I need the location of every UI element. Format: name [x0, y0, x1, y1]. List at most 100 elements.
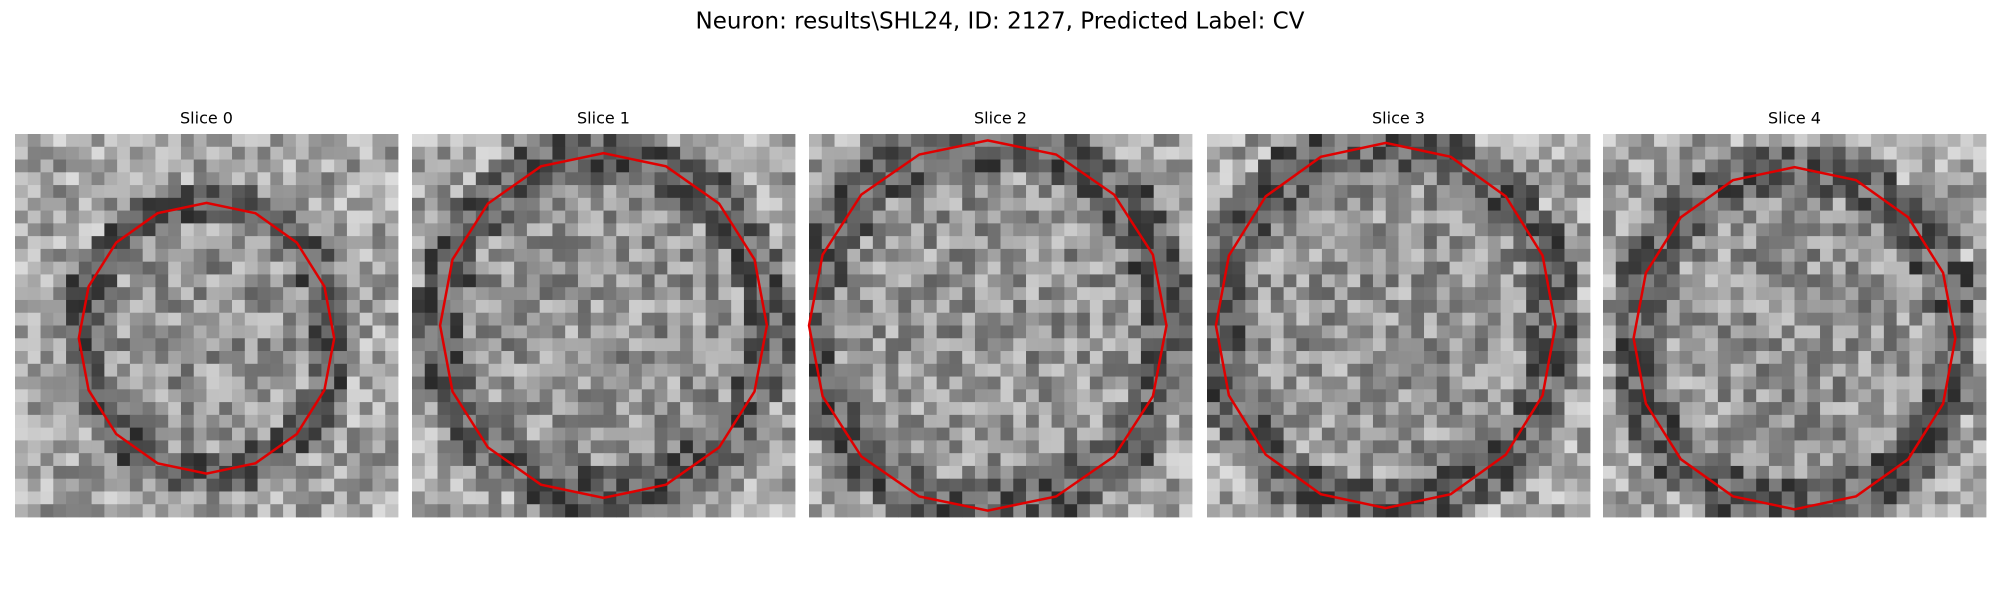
- pixel: [526, 338, 541, 352]
- pixel: [1526, 389, 1540, 403]
- pixel: [1845, 287, 1859, 301]
- pixel: [78, 261, 92, 275]
- pixel: [1398, 325, 1412, 339]
- pixel: [1258, 325, 1272, 339]
- pixel: [1449, 185, 1463, 199]
- pixel: [372, 363, 386, 377]
- pixel: [27, 465, 41, 480]
- pixel: [667, 351, 681, 365]
- pixel: [168, 312, 182, 326]
- pixel: [1705, 236, 1719, 250]
- pixel: [782, 363, 796, 377]
- pixel: [539, 491, 553, 505]
- pixel: [1026, 236, 1040, 250]
- pixel: [590, 223, 604, 237]
- pixel: [1666, 146, 1680, 160]
- pixel: [1692, 363, 1706, 377]
- slice-image: [1207, 134, 1591, 518]
- pixel: [565, 453, 579, 467]
- pixel: [1051, 210, 1065, 224]
- pixel: [936, 134, 950, 148]
- pixel: [565, 261, 579, 275]
- pixel: [1026, 134, 1040, 148]
- pixel: [1794, 491, 1808, 505]
- pixel: [962, 248, 976, 263]
- pixel: [1334, 414, 1348, 429]
- pixel: [1820, 236, 1834, 250]
- pixel: [104, 465, 118, 480]
- pixel: [898, 402, 912, 416]
- pixel: [1115, 248, 1129, 263]
- pixel: [692, 248, 707, 263]
- pixel: [1666, 414, 1680, 429]
- pixel: [1270, 440, 1284, 454]
- pixel: [1372, 414, 1387, 429]
- pixel: [860, 287, 874, 301]
- pixel: [1077, 312, 1091, 326]
- pixel: [514, 504, 528, 518]
- pixel: [1641, 134, 1655, 148]
- pixel: [1922, 325, 1936, 339]
- pixel: [1219, 146, 1233, 160]
- pixel: [1896, 414, 1910, 429]
- pixel: [488, 210, 502, 224]
- pixel: [1858, 325, 1872, 339]
- pixel: [552, 453, 566, 467]
- pixel: [1245, 248, 1259, 263]
- pixel: [1551, 465, 1565, 480]
- pixel: [629, 376, 643, 390]
- pixel: [1679, 465, 1693, 480]
- panel-title: Slice 3: [1372, 109, 1425, 128]
- pixel: [1475, 274, 1489, 288]
- pixel: [565, 351, 579, 365]
- pixel: [1115, 312, 1129, 326]
- pixel: [911, 185, 925, 199]
- pixel: [603, 504, 617, 518]
- pixel: [1756, 299, 1770, 314]
- pixel: [1462, 236, 1476, 250]
- pixel: [1385, 261, 1399, 275]
- pixel: [1551, 274, 1565, 288]
- pixel: [526, 376, 541, 390]
- pixel: [987, 376, 1001, 390]
- pixel: [1449, 299, 1463, 314]
- pixel: [1794, 261, 1808, 275]
- pixel: [1232, 453, 1246, 467]
- pixel: [1334, 363, 1348, 377]
- pixel: [641, 491, 655, 505]
- pixel: [1883, 376, 1898, 390]
- pixel: [1500, 363, 1514, 377]
- pixel: [257, 427, 271, 441]
- pixel: [1372, 427, 1387, 441]
- pixel: [1883, 504, 1898, 518]
- pixel: [1077, 274, 1091, 288]
- pixel: [1321, 414, 1336, 429]
- pixel: [117, 185, 131, 199]
- pixel: [308, 172, 322, 186]
- pixel: [1654, 197, 1668, 211]
- pixel: [1258, 299, 1272, 314]
- pixel: [308, 159, 322, 173]
- pixel: [219, 338, 233, 352]
- pixel: [577, 427, 592, 441]
- pixel: [654, 491, 668, 505]
- pixel: [590, 402, 604, 416]
- pixel: [437, 146, 451, 160]
- pixel: [180, 146, 195, 160]
- pixel: [1960, 185, 1974, 199]
- pixel: [1462, 402, 1476, 416]
- pixel: [1475, 453, 1489, 467]
- pixel: [168, 389, 182, 403]
- pixel: [1641, 146, 1655, 160]
- pixel: [911, 159, 925, 173]
- pixel: [1064, 185, 1078, 199]
- pixel: [782, 389, 796, 403]
- pixel: [1692, 210, 1706, 224]
- pixel: [1475, 134, 1489, 148]
- pixel: [1436, 440, 1450, 454]
- pixel: [1909, 185, 1923, 199]
- pixel: [1462, 299, 1476, 314]
- pixel: [142, 172, 156, 186]
- pixel: [1051, 146, 1065, 160]
- pixel: [1051, 299, 1065, 314]
